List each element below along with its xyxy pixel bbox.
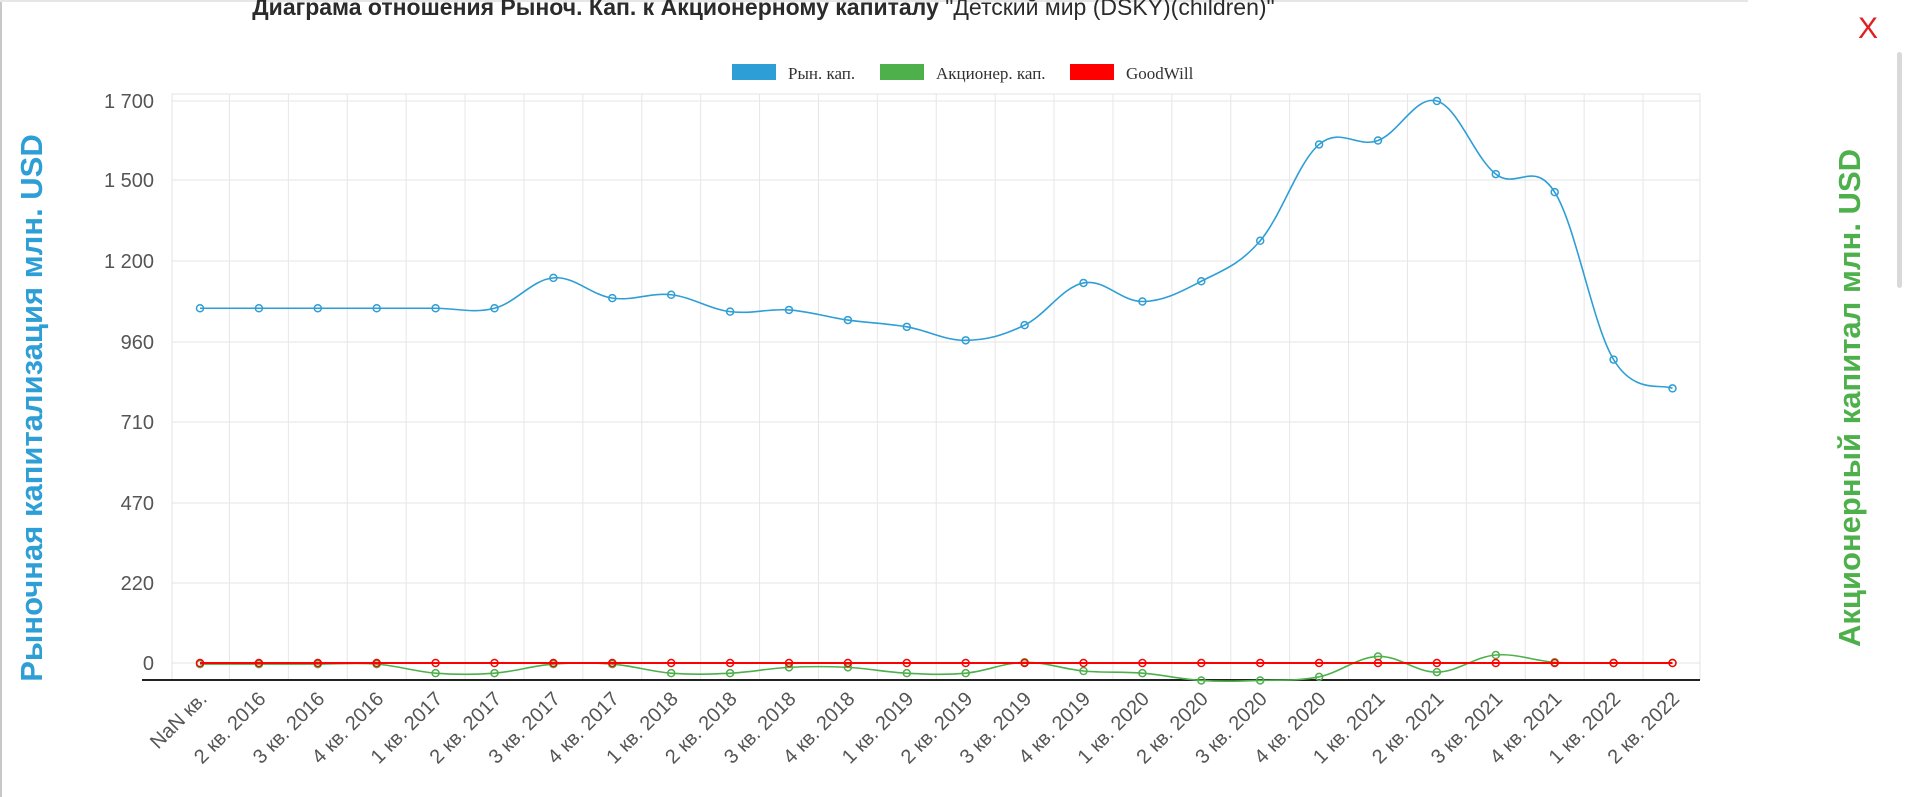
market-cap-point: [961, 336, 970, 345]
market-cap-point: [784, 305, 794, 315]
scrollbar-thumb[interactable]: [1897, 52, 1902, 288]
market-cap-point: [1609, 355, 1618, 364]
goodwill-point: [372, 658, 381, 668]
goodwill-point: [608, 658, 617, 668]
equity-point: [1255, 676, 1265, 685]
market-cap-point: [254, 304, 264, 313]
market-cap-point: [1314, 140, 1324, 149]
legend-label-market-cap: Рын. кап.: [788, 64, 855, 83]
goodwill-point: [1255, 658, 1265, 668]
frame-left-border: [0, 0, 2, 797]
goodwill-point: [1020, 658, 1029, 668]
market-cap-point: [1491, 169, 1501, 179]
market-cap-point: [1432, 96, 1442, 106]
equity-point: [725, 668, 735, 678]
market-cap-point: [1197, 277, 1206, 286]
equity-point: [666, 668, 676, 678]
equity-point: [1432, 667, 1442, 677]
goodwill-point: [1138, 658, 1147, 668]
y-tick-label: 1 200: [104, 251, 154, 273]
market-cap-point: [608, 293, 617, 303]
y-tick-label: 960: [121, 332, 154, 354]
equity-point: [1197, 676, 1206, 685]
legend-swatch-goodwill: [1070, 64, 1114, 80]
goodwill-point: [431, 658, 440, 668]
goodwill-point: [1491, 658, 1501, 668]
y-tick-label: 1 700: [104, 91, 154, 113]
market-cap-line: [199, 99, 1673, 390]
y-tick-label: 0: [143, 653, 154, 675]
market-cap-point: [902, 322, 912, 332]
chart-title: Диаграма отношения Рыноч. Кап. к Акционе…: [0, 0, 1907, 20]
goodwill-point: [843, 658, 853, 668]
y-tick-label: 470: [121, 493, 154, 515]
goodwill-point: [313, 658, 323, 668]
market-cap-point: [1550, 187, 1559, 197]
y-tick-label: 710: [121, 412, 154, 434]
equity-point: [1314, 672, 1324, 682]
goodwill-point: [1373, 658, 1383, 668]
goodwill-point: [1609, 658, 1618, 668]
market-cap-point: [195, 304, 205, 313]
legend-swatch-equity: [880, 64, 924, 80]
legend-label-goodwill: GoodWill: [1126, 64, 1194, 83]
legend-label-equity: Акционер. кап.: [936, 64, 1046, 83]
equity-point: [1138, 668, 1147, 678]
market-cap-point: [725, 307, 735, 316]
y-tick-label: 220: [121, 573, 154, 595]
equity-point: [1079, 666, 1088, 676]
market-cap-point: [1138, 297, 1147, 306]
goodwill-point: [961, 658, 970, 668]
close-button[interactable]: X: [1858, 12, 1879, 45]
market-cap-point: [843, 315, 853, 325]
equity-point: [1491, 650, 1501, 660]
market-cap-point: [1668, 384, 1677, 393]
goodwill-point: [195, 658, 205, 668]
market-cap-point: [1255, 236, 1265, 245]
goodwill-point: [784, 658, 794, 668]
goodwill-point: [1550, 658, 1559, 668]
market-cap-point: [313, 304, 323, 313]
goodwill-point: [902, 658, 912, 668]
frame-top-border: [0, 0, 1748, 2]
market-cap-point: [431, 304, 440, 313]
goodwill-point: [1432, 658, 1442, 668]
y-tick-label: 1 500: [104, 170, 154, 192]
market-cap-point: [549, 273, 558, 283]
market-cap-point: [490, 304, 499, 313]
market-cap-point: [666, 290, 676, 299]
market-cap-point: [1373, 136, 1383, 145]
goodwill-point: [666, 658, 676, 668]
equity-point: [490, 668, 499, 678]
goodwill-point: [1314, 658, 1324, 668]
market-cap-point: [372, 304, 381, 313]
equity-point: [961, 668, 970, 678]
legend-swatch-market-cap: [732, 64, 776, 80]
market-cap-point: [1079, 278, 1088, 288]
equity-point: [431, 668, 440, 678]
goodwill-point: [254, 658, 264, 668]
equity-point: [902, 668, 912, 678]
goodwill-point: [725, 658, 735, 668]
chart-title-main: Диаграма отношения Рыноч. Кап. к Акционе…: [252, 0, 939, 20]
equity-line: [200, 653, 1673, 683]
goodwill-point: [1668, 658, 1677, 668]
goodwill-point: [1079, 658, 1088, 668]
goodwill-point: [1197, 658, 1206, 668]
chart-title-company: "Детский мир (DSKY)(children)": [945, 0, 1275, 20]
market-cap-point: [1020, 320, 1029, 330]
goodwill-point: [490, 658, 499, 668]
goodwill-point: [549, 658, 558, 668]
